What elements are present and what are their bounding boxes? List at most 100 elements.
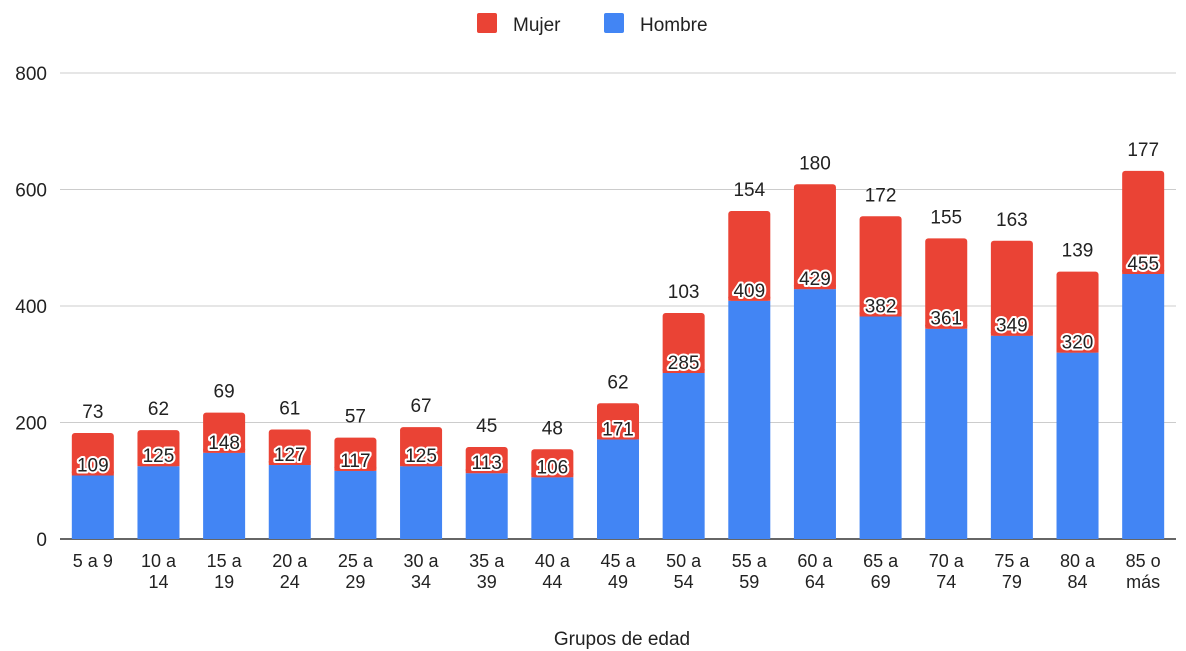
data-label-hombre: 349 — [996, 316, 1028, 337]
x-tick-label: 29 — [345, 572, 365, 592]
bar-mujer-base — [728, 296, 771, 301]
y-tick-label: 600 — [15, 181, 47, 202]
x-tick-label: 10 a — [141, 551, 177, 571]
data-label-mujer: 48 — [542, 418, 563, 439]
data-label-hombre: 429 — [799, 269, 831, 290]
legend: Mujer Hombre — [477, 13, 708, 36]
y-axis: 0 200 400 600 800 — [15, 64, 47, 551]
bar-mujer-base — [793, 285, 836, 290]
bar-mujer — [990, 240, 1033, 336]
bar-mujer — [793, 184, 836, 290]
bars — [71, 170, 1165, 539]
data-label-hombre: 361 — [930, 309, 962, 330]
bar-hombre — [662, 372, 705, 539]
bar-mujer-base — [71, 471, 114, 476]
data-label-mujer: 177 — [1127, 140, 1159, 161]
bar-hombre — [137, 466, 180, 539]
data-label-mujer: 67 — [410, 396, 431, 417]
bar-mujer-base — [203, 448, 246, 453]
bar-mujer-base — [465, 469, 508, 474]
bar-hombre — [990, 335, 1033, 539]
bar-mujer — [465, 446, 508, 474]
data-label-hombre: 148 — [208, 433, 240, 454]
y-tick-label: 200 — [15, 414, 47, 435]
bar-mujer-base — [137, 462, 180, 467]
data-label-hombre: 125 — [143, 446, 175, 467]
bar-mujer-base — [859, 312, 902, 317]
data-label-hombre: 455 — [1127, 254, 1159, 275]
bar-mujer — [531, 449, 574, 478]
bar-mujer-base — [596, 435, 640, 440]
data-label-mujer: 180 — [799, 153, 831, 174]
data-label-hombre: 409 — [733, 281, 765, 302]
data-label-mujer: 154 — [733, 180, 765, 201]
x-tick-label: 49 — [608, 572, 628, 592]
data-label-mujer: 172 — [865, 185, 897, 206]
data-label-hombre: 320 — [1062, 333, 1094, 354]
data-label-mujer: 57 — [345, 407, 366, 428]
x-tick-label: 75 a — [994, 551, 1030, 571]
bar-mujer — [596, 403, 640, 440]
bar-hombre — [531, 477, 574, 539]
x-tick-label: 19 — [214, 572, 234, 592]
x-tick-label: 14 — [148, 572, 168, 592]
x-tick-label: 40 a — [535, 551, 571, 571]
bar-mujer — [203, 412, 246, 453]
bar-mujer — [859, 216, 902, 317]
bar-hombre — [1122, 273, 1165, 539]
x-tick-label: 84 — [1068, 572, 1088, 592]
data-label-hombre: 171 — [602, 419, 634, 440]
bar-hombre — [400, 466, 443, 539]
x-tick-label: 74 — [936, 572, 956, 592]
x-tick-label: 35 a — [469, 551, 505, 571]
x-tick-label: 24 — [280, 572, 300, 592]
bar-mujer — [400, 427, 443, 467]
legend-swatch-hombre — [604, 13, 624, 33]
x-tick-label: 45 a — [600, 551, 636, 571]
data-label-hombre: 106 — [537, 457, 569, 478]
bar-mujer — [728, 211, 771, 301]
x-tick-label: 69 — [871, 572, 891, 592]
data-label-hombre: 382 — [865, 296, 897, 317]
bar-mujer-base — [531, 473, 574, 478]
x-tick-label: 64 — [805, 572, 825, 592]
bar-hombre — [71, 475, 114, 539]
bar-mujer — [662, 312, 705, 373]
bar-hombre — [203, 452, 246, 539]
data-label-mujer: 163 — [996, 210, 1028, 231]
x-tick-label: 20 a — [272, 551, 308, 571]
x-tick-label: 34 — [411, 572, 431, 592]
bar-mujer — [268, 429, 311, 466]
bar-mujer-base — [1122, 269, 1165, 274]
bar-mujer — [1056, 271, 1099, 353]
legend-label-mujer: Mujer — [513, 15, 561, 36]
legend-swatch-mujer — [477, 13, 497, 33]
bar-mujer — [1122, 170, 1165, 274]
bar-mujer-base — [400, 462, 443, 467]
bar-hombre — [859, 316, 902, 539]
bar-mujer — [71, 432, 114, 476]
x-tick-label: 50 a — [666, 551, 702, 571]
x-tick-label: 65 a — [863, 551, 899, 571]
y-tick-label: 0 — [36, 530, 47, 551]
legend-label-hombre: Hombre — [640, 15, 708, 36]
x-tick-label: más — [1126, 572, 1160, 592]
data-label-hombre: 113 — [472, 453, 502, 474]
y-tick-label: 400 — [15, 297, 47, 318]
data-label-mujer: 61 — [279, 398, 300, 419]
bar-hombre — [465, 473, 508, 539]
data-label-mujer: 103 — [668, 282, 700, 303]
bar-mujer-base — [925, 324, 968, 329]
bar-mujer-base — [990, 331, 1033, 336]
bar-mujer-base — [1056, 348, 1099, 353]
bar-hombre — [268, 465, 311, 539]
data-label-hombre: 285 — [668, 353, 700, 374]
x-tick-label: 44 — [542, 572, 562, 592]
bar-mujer — [334, 437, 377, 471]
x-tick-label: 85 o — [1126, 551, 1161, 571]
bar-mujer — [925, 238, 968, 329]
data-label-mujer: 62 — [607, 372, 628, 393]
bar-hombre — [1056, 352, 1099, 539]
x-tick-label: 55 a — [732, 551, 768, 571]
